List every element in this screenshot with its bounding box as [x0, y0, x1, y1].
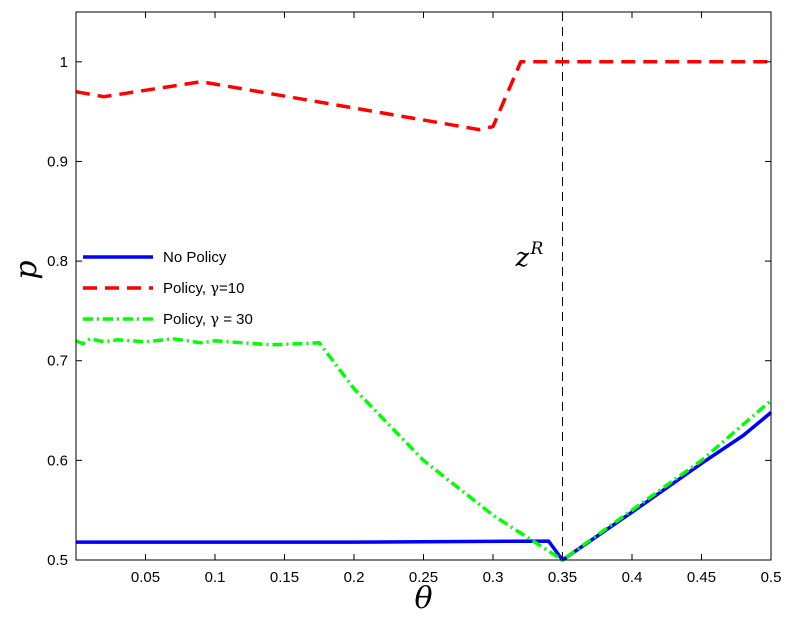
- y-tick-label: 0.5: [47, 552, 68, 569]
- legend-label-1: No Policy: [163, 249, 227, 266]
- y-tick-label: 0.9: [47, 153, 68, 170]
- x-tick-label: 0.5: [761, 569, 782, 586]
- legend: No Policy Policy, γ=10 Policy, γ = 30: [83, 249, 253, 328]
- axes: 0.05 0.1 0.15 0.2 0.25 0.3 0.35 0.4 0.45 0.5 0.5 0.…: [9, 11, 782, 616]
- y-tick-label: 0.8: [47, 253, 68, 270]
- x-tick-label: 0.15: [270, 569, 299, 586]
- annotation-superscript: R: [530, 239, 544, 259]
- y-tick-label: 0.6: [47, 452, 68, 469]
- annotation-label: z: [515, 243, 530, 273]
- x-tick-label: 0.2: [344, 569, 365, 586]
- legend-label-2: Policy, γ=10: [163, 279, 245, 297]
- x-axis-label: θ: [414, 581, 432, 616]
- series-line-1: [76, 411, 773, 562]
- series-line-3: [75, 337, 773, 562]
- x-tick-label: 0.1: [205, 569, 226, 586]
- x-tick-label: 0.25: [409, 569, 438, 586]
- x-tick-label: 0.3: [483, 569, 504, 586]
- series-line-2: [75, 60, 771, 132]
- y-axis-label: p: [9, 260, 44, 279]
- y-tick-label: 1: [60, 54, 68, 71]
- x-tick-label: 0.4: [622, 569, 643, 586]
- legend-label-3: Policy, γ = 30: [163, 310, 253, 328]
- x-tick-label: 0.45: [687, 569, 716, 586]
- x-tick-label: 0.35: [548, 569, 577, 586]
- y-tick-label: 0.7: [47, 353, 68, 370]
- x-tick-label: 0.05: [131, 569, 160, 586]
